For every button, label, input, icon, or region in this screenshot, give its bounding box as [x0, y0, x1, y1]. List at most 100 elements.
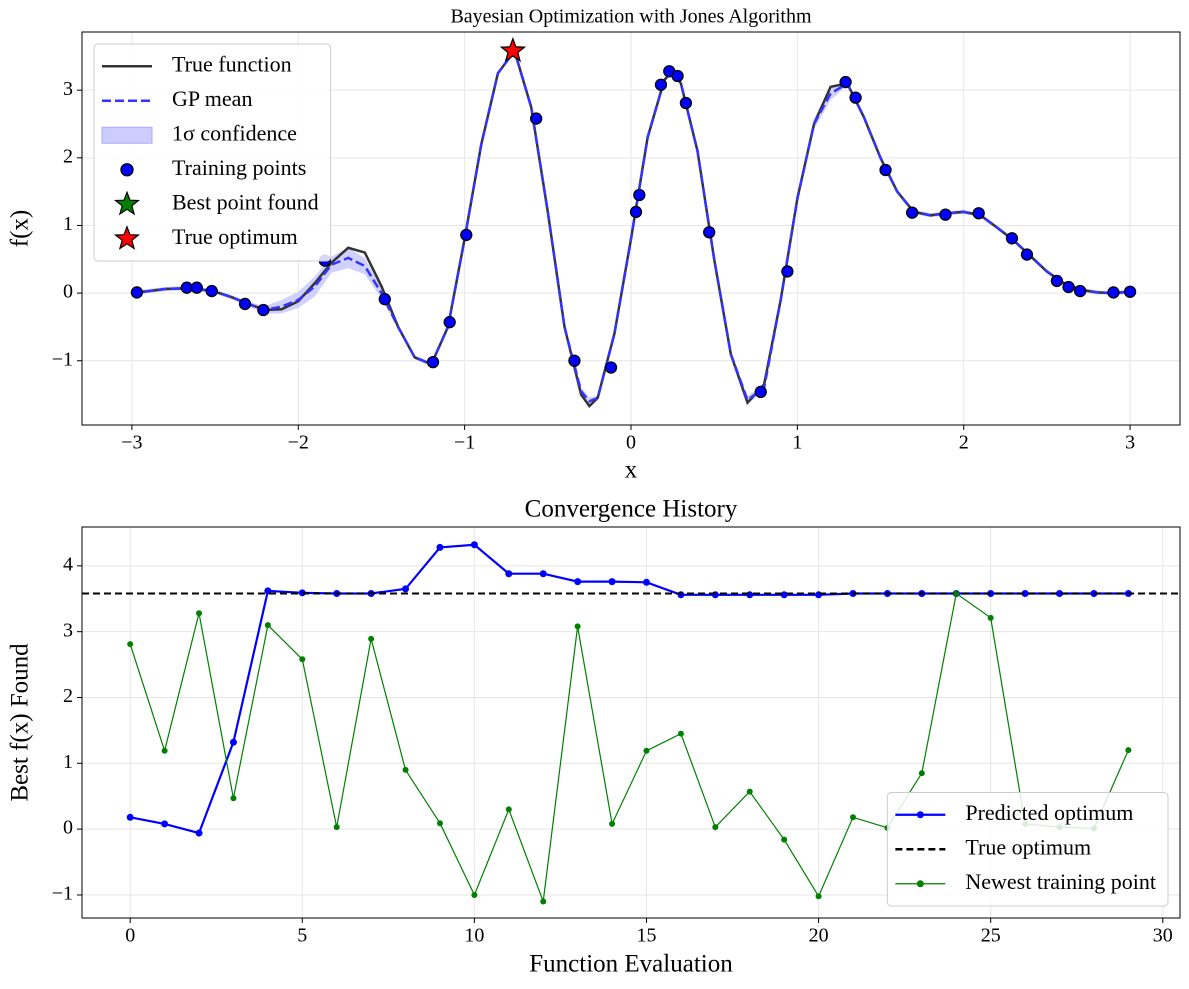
series-marker	[918, 770, 925, 777]
series-marker	[230, 795, 237, 802]
y-tick-label: 1	[63, 751, 73, 773]
series-marker	[987, 614, 994, 621]
y-axis-label: f(x)	[7, 210, 34, 247]
x-tick-label: −3	[121, 432, 142, 454]
series-marker	[333, 824, 340, 831]
series-marker	[677, 730, 684, 737]
x-tick-label: 3	[1125, 432, 1135, 454]
training-point	[629, 205, 643, 219]
series-marker	[505, 806, 512, 813]
series-marker	[711, 591, 719, 599]
series-marker	[574, 578, 582, 586]
legend-label: True optimum	[965, 834, 1091, 859]
series-marker	[539, 570, 547, 578]
y-tick-label: −1	[52, 883, 73, 905]
series-marker	[1021, 589, 1029, 597]
y-tick-label: 0	[63, 281, 73, 303]
legend-box	[886, 792, 1169, 907]
star-point	[499, 37, 526, 62]
series-marker	[161, 820, 169, 828]
series-marker	[1056, 589, 1064, 597]
x-tick-label: 20	[809, 925, 829, 947]
series-marker	[195, 829, 203, 837]
legend-patch	[101, 126, 153, 144]
legend-label: Training points	[172, 155, 306, 180]
legend-label: Best point found	[172, 189, 319, 214]
series-marker	[781, 836, 788, 843]
series-marker	[609, 820, 616, 827]
axes-frame	[81, 31, 1181, 426]
x-tick-label: −2	[288, 432, 309, 454]
training-point	[671, 69, 684, 83]
legend: True function GP mean 1σ confidence Trainin…	[93, 43, 332, 262]
y-tick-label: 1	[63, 213, 73, 235]
training-point	[426, 355, 440, 369]
legend-label: Newest training point	[965, 869, 1156, 894]
series-marker	[746, 788, 753, 795]
series-marker	[436, 820, 443, 827]
chart-title: Bayesian Optimization with Jones Algorit…	[450, 6, 812, 28]
series-marker	[127, 641, 134, 648]
x-tick-label: 10	[464, 925, 484, 947]
series-marker	[815, 893, 822, 900]
legend-marker	[916, 880, 924, 888]
training-point	[190, 281, 203, 294]
legend-star	[113, 190, 141, 216]
training-point	[1107, 286, 1120, 299]
training-point	[972, 207, 985, 220]
training-point	[238, 297, 252, 311]
series-marker	[505, 570, 513, 578]
training-point	[633, 188, 646, 202]
x-axis-label: x	[625, 457, 638, 484]
training-point	[460, 228, 473, 242]
series-marker	[643, 747, 650, 754]
series-marker	[161, 747, 168, 754]
series-marker	[574, 623, 581, 630]
legend-marker	[916, 811, 924, 819]
legend-box	[93, 43, 332, 262]
training-point	[679, 96, 693, 110]
x-tick-label: 25	[981, 925, 1001, 947]
training-point	[1020, 248, 1034, 261]
y-tick-label: 2	[63, 685, 73, 707]
series-marker	[126, 813, 134, 821]
series-marker	[229, 738, 237, 746]
series-marker	[850, 814, 857, 821]
series-marker	[677, 591, 685, 599]
series-marker	[402, 766, 409, 773]
training-point	[130, 286, 144, 299]
y-tick-label: −1	[52, 348, 73, 370]
series-marker	[436, 543, 444, 551]
x-tick-label: 2	[959, 432, 969, 454]
legend-label: 1σ confidence	[172, 120, 297, 145]
x-tick-label: 0	[125, 925, 135, 947]
training-point	[530, 112, 543, 125]
series-marker	[299, 656, 306, 663]
legend-marker	[120, 163, 134, 177]
y-tick-label: 0	[63, 817, 73, 839]
y-tick-label: 3	[63, 78, 73, 100]
training-point	[257, 303, 270, 317]
series-marker	[540, 898, 547, 905]
series-marker	[470, 541, 478, 549]
subplot: −3 −2 −1 0 1 2 3 −1 0 1 2 3 Bayesian Optimization wi…	[7, 6, 1181, 484]
axes-frame	[81, 526, 1181, 919]
series-marker	[746, 591, 754, 599]
series-marker	[608, 578, 616, 586]
x-tick-label: −1	[454, 432, 475, 454]
series-marker	[642, 578, 650, 586]
series-marker	[1125, 747, 1132, 754]
legend-star	[113, 225, 141, 250]
training-point	[568, 354, 581, 367]
series-marker	[780, 591, 788, 599]
training-point	[1123, 285, 1137, 298]
training-point	[906, 206, 919, 219]
training-point	[781, 265, 794, 278]
training-point	[1062, 280, 1075, 294]
legend-label: Predicted optimum	[965, 800, 1133, 825]
training-point	[378, 293, 391, 306]
series-marker	[402, 585, 410, 593]
y-tick-label: 4	[63, 553, 73, 575]
